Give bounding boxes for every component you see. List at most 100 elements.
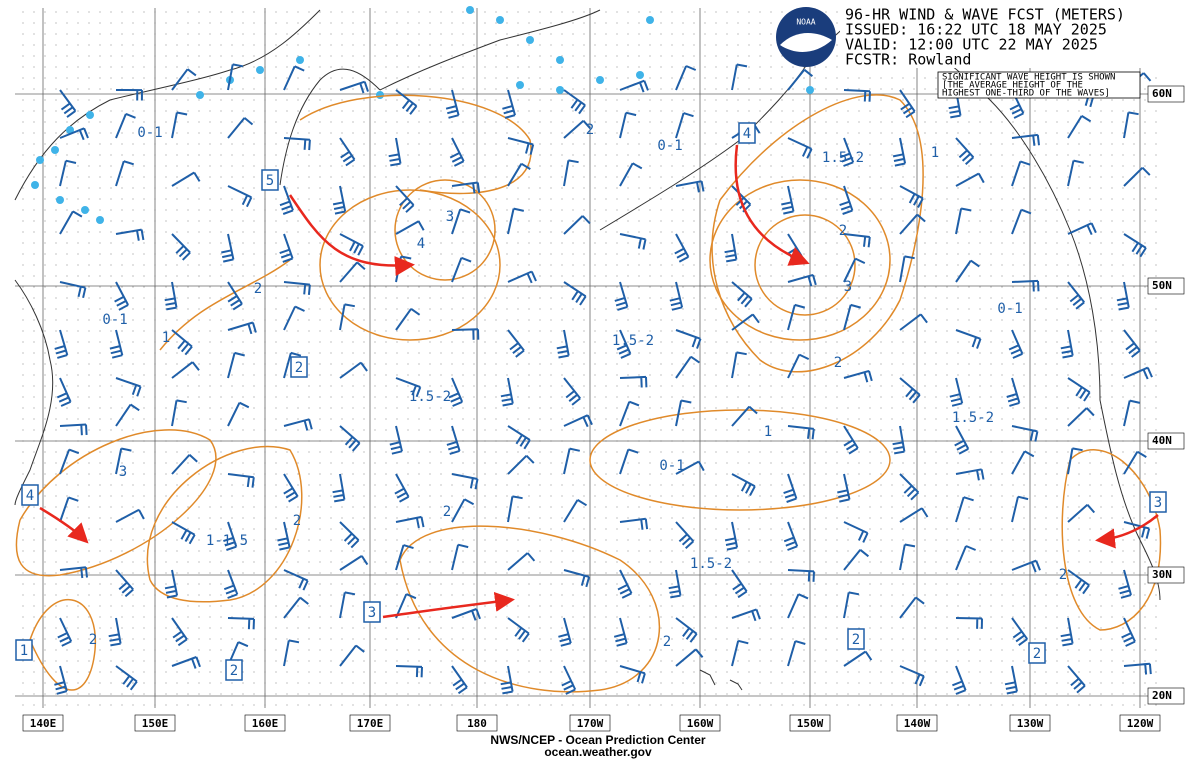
wind-barb xyxy=(839,185,854,215)
wind-barb xyxy=(223,569,239,599)
lon-label: 140E xyxy=(30,717,57,730)
wind-barb xyxy=(787,137,813,159)
box-label: 3 xyxy=(368,605,376,621)
lat-label: 60N xyxy=(1152,87,1172,100)
box-marker xyxy=(261,169,279,191)
lon-label: 150W xyxy=(797,717,824,730)
wave-height-label: 1.5-2 xyxy=(690,556,732,572)
wind-barb xyxy=(731,473,756,496)
wind-barb xyxy=(59,423,88,436)
wind-barb xyxy=(171,68,197,91)
wind-barb xyxy=(675,521,695,550)
wind-barb xyxy=(1067,447,1083,475)
wind-barb xyxy=(339,425,361,452)
wind-barb xyxy=(500,377,514,407)
wave-height-label: 1.5-2 xyxy=(822,150,864,166)
note-box xyxy=(937,71,1141,99)
wind-barb xyxy=(164,281,178,311)
wind-barb xyxy=(507,495,523,523)
wind-barb xyxy=(451,608,481,621)
wind-barb xyxy=(1004,665,1018,695)
wind-barb xyxy=(502,89,516,119)
wind-barb xyxy=(507,552,536,571)
lon-label: 170E xyxy=(357,717,384,730)
wind-barb xyxy=(837,473,851,503)
lon-label: 170W xyxy=(577,717,604,730)
wind-barb xyxy=(451,208,471,235)
wind-barb xyxy=(1067,222,1097,236)
box-marker xyxy=(225,659,243,681)
wind-barb xyxy=(619,517,649,530)
box-marker xyxy=(21,484,39,506)
box-label: 1 xyxy=(20,643,28,659)
wind-barb xyxy=(451,181,481,194)
wind-barb xyxy=(395,89,418,115)
wind-barb xyxy=(507,329,525,358)
wave-height-label: 1.5-2 xyxy=(952,410,994,426)
wind-barb xyxy=(563,447,581,475)
wind-barb xyxy=(949,377,964,407)
wave-height-label: 1 xyxy=(162,330,170,346)
wind-barb xyxy=(731,405,758,427)
wind-barb xyxy=(59,496,79,523)
wind-barb xyxy=(724,233,738,263)
footer-line: NWS/NCEP - Ocean Prediction Center xyxy=(490,733,705,747)
wind-barb xyxy=(115,89,143,101)
wind-barb xyxy=(332,473,346,503)
wind-barb xyxy=(675,65,697,91)
wind-barb xyxy=(955,545,976,571)
wind-barb xyxy=(59,159,77,187)
wind-barbs xyxy=(54,63,1153,695)
wave-height-label: 2 xyxy=(89,632,97,648)
wind-barb xyxy=(171,617,188,647)
wind-barb xyxy=(899,377,921,404)
wave-height-label: 2 xyxy=(293,513,301,529)
wind-barb xyxy=(339,555,369,571)
box-marker xyxy=(1028,642,1046,664)
wind-barb xyxy=(843,257,866,283)
wind-barb xyxy=(783,521,799,551)
wind-barb xyxy=(619,448,639,475)
wind-barb xyxy=(843,650,873,667)
wind-barb xyxy=(675,329,702,349)
box-label: 4 xyxy=(743,126,751,142)
wind-barb xyxy=(171,361,200,379)
wind-barb xyxy=(171,329,193,356)
wind-barb xyxy=(446,425,461,455)
wind-barb xyxy=(164,569,179,599)
lon-label: 180 xyxy=(467,717,487,730)
wind-barb xyxy=(899,473,920,501)
wind-barb xyxy=(227,401,250,427)
wind-barb xyxy=(1011,495,1029,523)
wind-barb xyxy=(445,89,460,119)
wind-barb xyxy=(1067,665,1086,694)
wind-barb xyxy=(449,137,465,167)
wind-barb xyxy=(899,313,928,331)
wind-barb xyxy=(787,593,809,619)
wind-barb xyxy=(892,425,906,455)
wind-barb xyxy=(899,596,925,619)
wind-barb xyxy=(899,255,915,283)
title-line: ISSUED: 16:22 UTC 18 MAY 2025 xyxy=(845,21,1107,39)
wind-barb xyxy=(1123,399,1141,427)
wind-barb xyxy=(339,137,356,167)
box-marker xyxy=(1149,491,1167,513)
wind-barb xyxy=(277,521,291,551)
wind-barb xyxy=(731,281,753,308)
wind-barb xyxy=(115,228,145,241)
wind-barb xyxy=(1067,503,1096,523)
wind-barb xyxy=(283,65,305,91)
wind-barb xyxy=(1123,111,1139,139)
wind-barb xyxy=(227,321,257,335)
wind-barb xyxy=(1011,160,1031,187)
wind-barb xyxy=(339,233,364,256)
wind-barb xyxy=(54,665,68,695)
box-label: 5 xyxy=(266,173,274,189)
wind-barb xyxy=(500,665,514,695)
wave-height-label: 1-1.5 xyxy=(206,533,248,549)
wind-barb xyxy=(507,425,531,450)
wind-barb xyxy=(339,80,369,94)
lon-label-box xyxy=(1119,714,1161,732)
wave-height-label: 4 xyxy=(417,236,425,252)
